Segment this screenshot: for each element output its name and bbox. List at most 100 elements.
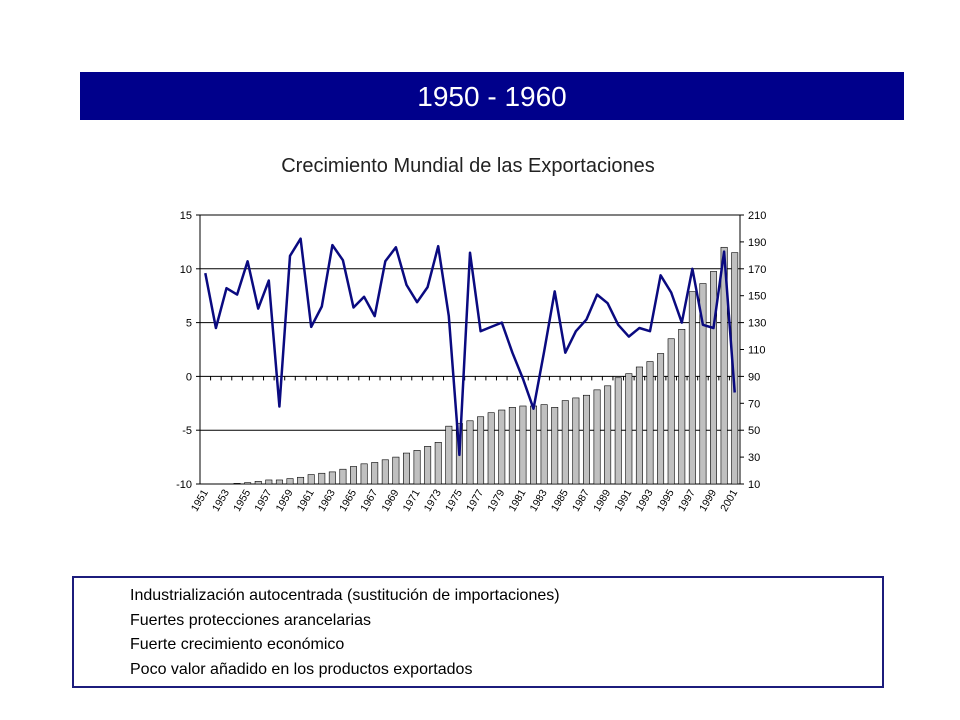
x-tick-label: 1977 <box>464 487 486 513</box>
bar <box>307 474 315 485</box>
y2-tick-label: 50 <box>748 425 760 437</box>
banner-title: 1950 - 1960 <box>80 72 904 120</box>
y2-tick-label: 150 <box>748 291 766 303</box>
y2-tick-label: 70 <box>748 398 760 410</box>
bar <box>635 366 643 485</box>
bar <box>604 385 612 485</box>
x-tick-label: 1953 <box>210 487 232 513</box>
x-tick-label: 1967 <box>358 487 380 513</box>
x-tick-label: 1985 <box>549 487 571 513</box>
bar <box>392 456 400 485</box>
x-tick-label: 1991 <box>612 487 634 513</box>
bar <box>413 450 421 485</box>
x-tick-label: 1969 <box>379 487 401 513</box>
bar <box>667 338 675 485</box>
x-tick-label: 1993 <box>634 487 656 513</box>
bar <box>530 405 538 485</box>
bar <box>678 329 686 485</box>
x-tick-label: 1959 <box>274 487 296 513</box>
y-tick-label: 0 <box>186 371 192 383</box>
bar <box>445 425 453 485</box>
x-tick-label: 1989 <box>591 487 613 513</box>
bar <box>275 479 283 485</box>
bar <box>540 404 548 485</box>
x-tick-label: 1987 <box>570 487 592 513</box>
chart-title: Crecimiento Mundial de las Exportaciones <box>281 155 655 177</box>
y2-tick-label: 170 <box>748 264 766 276</box>
x-tick-label: 1951 <box>189 487 211 513</box>
y2-tick-label: 190 <box>748 237 766 249</box>
y2-tick-label: 110 <box>748 345 766 357</box>
y2-tick-label: 130 <box>748 318 766 330</box>
note: Fuertes protecciones arancelarias <box>130 611 372 629</box>
bar <box>688 291 696 485</box>
y-tick-label: -10 <box>176 479 192 491</box>
bar <box>360 463 368 485</box>
bar <box>720 246 728 485</box>
y2-tick-label: 90 <box>748 371 760 383</box>
bar <box>424 446 432 485</box>
bar <box>233 483 241 485</box>
x-tick-label: 1973 <box>422 487 444 513</box>
x-tick-label: 1983 <box>528 487 550 513</box>
bar <box>297 476 305 485</box>
bar <box>731 252 739 485</box>
bar <box>710 271 718 485</box>
y2-tick-label: 30 <box>748 452 760 464</box>
bar <box>699 283 707 485</box>
bar <box>498 409 506 485</box>
bar <box>572 397 580 485</box>
x-tick-label: 1999 <box>697 487 719 513</box>
x-tick-label: 1955 <box>231 487 253 513</box>
y-tick-label: 5 <box>186 318 192 330</box>
note: Industrialización autocentrada (sustituc… <box>130 587 560 604</box>
bar <box>508 407 516 485</box>
x-tick-label: 1957 <box>252 487 274 513</box>
notes-box: Industrialización autocentrada (sustituc… <box>72 576 884 688</box>
x-tick-label: 2001 <box>718 487 740 513</box>
y-tick-label: 10 <box>180 264 192 276</box>
bar <box>582 394 590 485</box>
bar <box>286 478 294 485</box>
x-tick-label: 1963 <box>316 487 338 513</box>
bar <box>402 452 410 485</box>
x-tick-label: 1995 <box>655 487 677 513</box>
bar <box>551 407 559 485</box>
bar <box>561 400 569 485</box>
y-tick-label: -5 <box>182 425 192 437</box>
x-tick-label: 1965 <box>337 487 359 513</box>
bar <box>434 442 442 485</box>
bar <box>593 389 601 485</box>
bar <box>477 416 485 485</box>
x-tick-label: 1971 <box>401 487 423 513</box>
bar <box>265 479 273 485</box>
bar <box>519 405 527 485</box>
bar <box>339 468 347 485</box>
bar <box>487 412 495 485</box>
y-tick-label: 15 <box>180 210 192 222</box>
bar <box>328 471 336 485</box>
bar <box>244 482 252 485</box>
chart: Crecimiento Mundial de las Exportaciones… <box>176 155 766 514</box>
bar <box>466 420 474 485</box>
x-tick-label: 1997 <box>676 487 698 513</box>
y2-tick-label: 210 <box>748 210 766 222</box>
x-tick-label: 1979 <box>485 487 507 513</box>
bar <box>381 459 389 485</box>
bar <box>614 377 622 485</box>
bar <box>371 462 379 485</box>
x-tick-label: 1975 <box>443 487 465 513</box>
bar <box>350 466 358 485</box>
note: Poco valor añadido en los productos expo… <box>130 660 473 678</box>
bar <box>657 353 665 485</box>
bar <box>625 373 633 485</box>
bar <box>646 361 654 485</box>
note: Fuerte crecimiento económico <box>130 636 345 653</box>
line <box>204 237 736 457</box>
y2-tick-label: 10 <box>748 479 760 491</box>
bar <box>254 481 262 485</box>
bar <box>318 472 326 485</box>
x-tick-label: 1981 <box>506 487 528 513</box>
x-tick-label: 1961 <box>295 487 317 513</box>
